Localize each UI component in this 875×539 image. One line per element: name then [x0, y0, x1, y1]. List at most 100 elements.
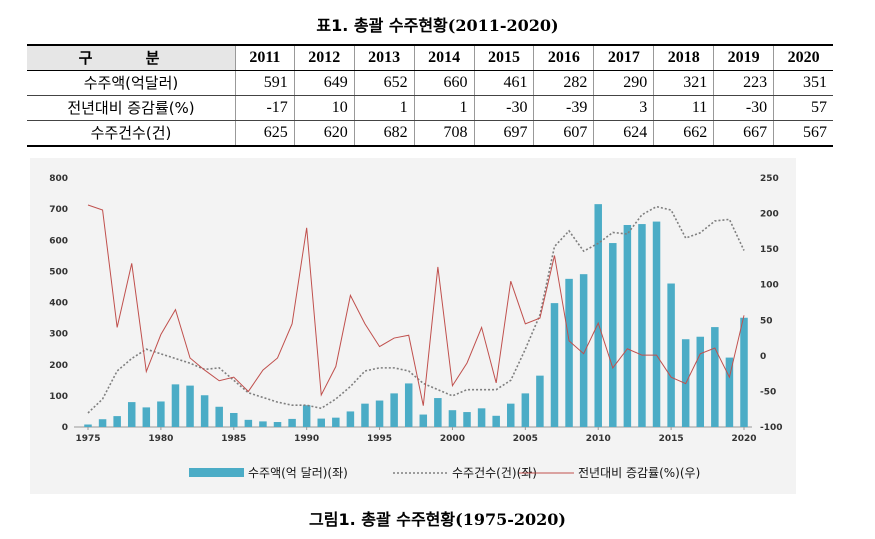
- bar-contract-amount: [259, 421, 267, 427]
- bar-contract-amount: [273, 422, 282, 427]
- header-year: 2015: [473, 45, 534, 71]
- bar-contract-amount: [652, 221, 661, 427]
- x-tick-label: 1990: [294, 434, 319, 444]
- row-label: 전년대비 증감률(%): [27, 95, 236, 121]
- table-cell: 620: [293, 120, 355, 147]
- bar-contract-amount: [142, 407, 151, 427]
- bar-contract-amount: [609, 243, 617, 427]
- line-contract-count: [87, 205, 745, 414]
- table-cell: 682: [353, 120, 415, 147]
- bar-contract-amount: [200, 395, 209, 427]
- bar-contract-amount: [696, 336, 705, 427]
- header-year: 2014: [413, 45, 475, 71]
- x-tick-label: 1985: [221, 434, 246, 444]
- x-tick-label: 2020: [731, 434, 756, 444]
- table-cell: 1: [353, 95, 415, 121]
- table-cell: 282: [533, 70, 594, 96]
- bar-contract-amount: [507, 403, 515, 427]
- bar-contract-amount: [230, 412, 238, 427]
- bar-contract-amount: [171, 384, 180, 427]
- bar-contract-amount: [98, 419, 107, 427]
- bar-contract-amount: [711, 327, 719, 427]
- chart-frame: 0 100 200 300 400 500 600 700 800 -100 -50 0 50 100 15…: [30, 158, 796, 494]
- y-right-tick-label: 150: [760, 245, 779, 255]
- table-cell: 708: [413, 120, 475, 147]
- table-row: 전년대비 증감률(%) -17 10 1 1 -30 -39 3 11 -30 57: [27, 95, 833, 121]
- table-cell: 223: [713, 70, 774, 96]
- table-row: 수주액(억달러) 591 649 652 660 461 282 290 321 223 351: [27, 70, 833, 96]
- bar-contract-amount: [332, 417, 340, 427]
- bar-contract-amount: [361, 403, 369, 427]
- legend-label-count: 수주건수(건)(좌): [452, 466, 537, 480]
- table-cell: 11: [653, 95, 714, 121]
- legend-swatch-bar: [189, 468, 244, 477]
- y-right-tick-label: 0: [760, 352, 766, 362]
- header-year: 2011: [235, 45, 295, 71]
- table-row: 수주건수(건) 625 620 682 708 697 607 624 662 667 567: [27, 120, 833, 147]
- y-right-tick-label: 200: [760, 210, 779, 220]
- header-year: 2020: [773, 45, 833, 71]
- table-cell: 649: [293, 70, 355, 96]
- legend-label-bar: 수주액(억 달러)(좌): [248, 466, 348, 480]
- bar-contract-amount: [550, 303, 559, 427]
- x-tick-label: 2015: [659, 434, 684, 444]
- bar-contract-amount: [448, 410, 457, 427]
- y-right-tick-label: 250: [760, 174, 779, 184]
- x-tick-label: 1975: [75, 434, 100, 444]
- table-cell: 591: [235, 70, 295, 96]
- y-left-tick-label: 400: [49, 299, 68, 309]
- legend-label-rate: 전년대비 증감률(%)(우): [578, 466, 700, 480]
- bar-contract-amount: [127, 402, 136, 427]
- figure-title-text: 그림1. 총괄 수주현황: [309, 510, 456, 529]
- table-cell: 10: [293, 95, 355, 121]
- table-cell: 351: [773, 70, 833, 96]
- header-year: 2017: [593, 45, 654, 71]
- table-cell: -39: [533, 95, 594, 121]
- y-right-tick-label: 100: [760, 281, 779, 291]
- bar-contract-amount: [492, 415, 500, 427]
- y-right-tick-label: 50: [760, 316, 773, 326]
- y-left-tick-label: 300: [49, 330, 68, 340]
- bar-contract-amount: [725, 357, 734, 427]
- bar-contract-amount: [302, 405, 311, 427]
- line-growth-rate: [87, 204, 745, 406]
- table-cell: 667: [713, 120, 774, 147]
- bar-contract-amount: [375, 400, 384, 427]
- table-cell: 57: [773, 95, 833, 121]
- bar-contract-amount: [288, 418, 296, 427]
- table-cell: 624: [593, 120, 654, 147]
- bar-contract-amount: [536, 375, 544, 427]
- x-tick-label: 2010: [586, 434, 611, 444]
- bar-contract-amount: [477, 408, 486, 427]
- y-left-tick-label: 800: [49, 174, 68, 184]
- combo-chart: 0 100 200 300 400 500 600 700 800 -100 -50 0 50 100 15…: [49, 174, 783, 480]
- table-cell: 697: [473, 120, 534, 147]
- header-year: 2012: [293, 45, 355, 71]
- y-left-tick-label: 0: [62, 423, 68, 433]
- y-left-tick-label: 100: [49, 392, 68, 402]
- table-cell: 662: [653, 120, 714, 147]
- bar-contract-amount: [390, 393, 398, 427]
- header-year: 2018: [653, 45, 714, 71]
- table-cell: -30: [473, 95, 534, 121]
- table-title: 표1. 총괄 수주현황(2011-2020): [0, 12, 875, 36]
- y-right-tick-label: -100: [760, 423, 783, 433]
- bar-contract-amount: [186, 385, 194, 427]
- table-cell: 652: [353, 70, 415, 96]
- table-cell: 625: [235, 120, 295, 147]
- bar-contract-amount: [434, 398, 442, 427]
- table-title-years: (2011-2020): [447, 16, 559, 35]
- bar-contract-amount: [594, 204, 602, 427]
- y-left-tick-label: 700: [49, 205, 68, 215]
- x-tick-label: 1980: [148, 434, 173, 444]
- table-body: 수주액(억달러) 591 649 652 660 461 282 290 321 223 351 전년…: [27, 70, 833, 147]
- table-cell: 660: [413, 70, 475, 96]
- header-year: 2016: [533, 45, 594, 71]
- bar-contract-amount: [521, 393, 530, 427]
- bar-contract-amount: [565, 278, 573, 427]
- header-year: 2013: [353, 45, 415, 71]
- bar-contract-amount: [317, 418, 325, 427]
- bar-contract-amount: [215, 406, 223, 427]
- bar-contract-amount: [463, 412, 471, 427]
- header-year: 2019: [713, 45, 774, 71]
